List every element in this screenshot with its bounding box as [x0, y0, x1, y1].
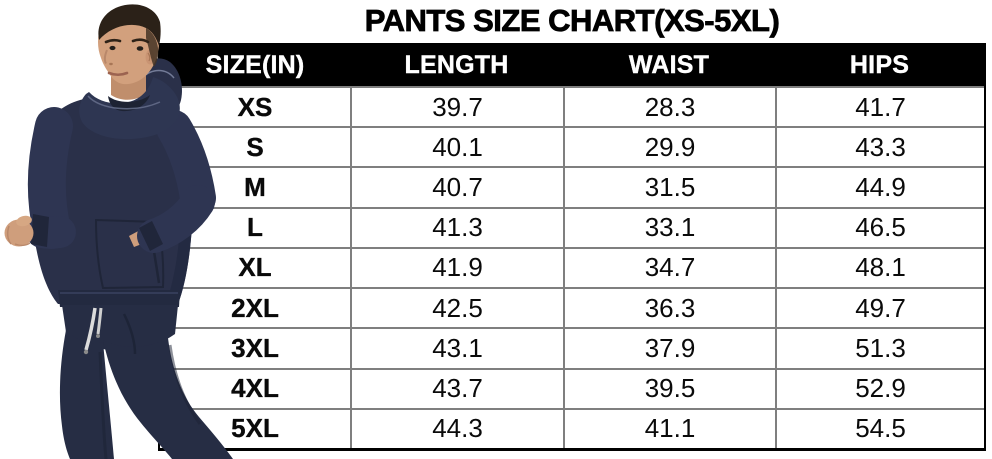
column-header-size: SIZE(IN): [160, 45, 350, 86]
waist-value: 33.1: [563, 206, 775, 247]
hips-value: 41.7: [775, 86, 984, 127]
size-label: 3XL: [160, 327, 350, 367]
hips-value: 51.3: [775, 327, 984, 368]
waist-value: 28.3: [563, 86, 775, 127]
column-header-waist: WAIST: [563, 45, 775, 86]
hips-value: 54.5: [775, 407, 984, 448]
size-label: L: [160, 206, 350, 247]
size-label: 5XL: [160, 407, 350, 448]
waist-value: 39.5: [563, 367, 775, 408]
waist-value: 41.1: [563, 407, 775, 448]
waist-value: 36.3: [563, 287, 775, 328]
hips-value: 48.1: [775, 246, 984, 288]
length-value: 40.7: [350, 166, 563, 207]
waist-value: 34.7: [563, 246, 775, 288]
column-header-length: LENGTH: [350, 45, 563, 86]
waist-value: 37.9: [563, 327, 775, 368]
size-label: S: [160, 126, 350, 166]
size-label: XS: [160, 86, 350, 126]
size-chart-table: SIZE(IN) LENGTH WAIST HIPS XS 39.7 28.3 …: [158, 43, 986, 451]
hips-value: 43.3: [775, 126, 984, 167]
hips-value: 44.9: [775, 166, 984, 207]
size-label: XL: [160, 246, 350, 287]
model-photo: [4, 4, 233, 459]
page-title: PANTS SIZE CHART(XS-5XL): [364, 3, 780, 39]
length-value: 44.3: [350, 407, 563, 448]
length-value: 43.1: [350, 327, 563, 368]
size-label: 4XL: [160, 367, 350, 408]
size-label: M: [160, 166, 350, 206]
column-header-hips: HIPS: [775, 45, 984, 86]
length-value: 40.1: [350, 126, 563, 167]
length-value: 42.5: [350, 287, 563, 328]
size-label: 2XL: [160, 287, 350, 327]
length-value: 41.9: [350, 246, 563, 288]
length-value: 41.3: [350, 206, 563, 247]
hips-value: 49.7: [775, 287, 984, 328]
hips-value: 52.9: [775, 367, 984, 408]
hips-value: 46.5: [775, 206, 984, 247]
length-value: 39.7: [350, 86, 563, 127]
length-value: 43.7: [350, 367, 563, 408]
waist-value: 31.5: [563, 166, 775, 207]
waist-value: 29.9: [563, 126, 775, 167]
